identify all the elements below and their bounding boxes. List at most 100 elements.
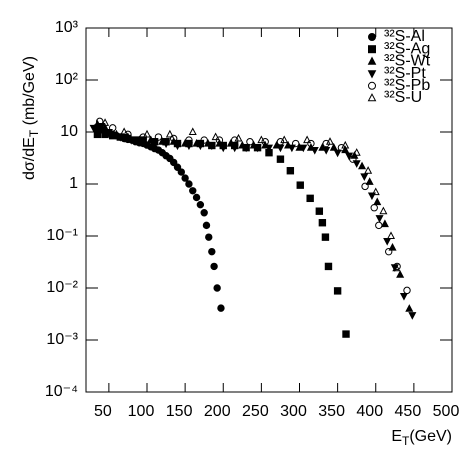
x-label-part: (GeV) xyxy=(409,428,452,445)
data-point xyxy=(89,124,98,133)
data-point xyxy=(196,200,205,209)
legend-label: ³²S-Al xyxy=(384,28,425,45)
y-tick-label: 10² xyxy=(55,71,79,88)
data-point xyxy=(101,123,110,131)
data-point xyxy=(96,117,104,126)
data-point xyxy=(276,155,285,163)
data-point xyxy=(333,287,342,295)
data-point xyxy=(408,312,417,320)
data-point xyxy=(162,140,171,149)
data-point xyxy=(200,209,208,217)
data-point xyxy=(365,177,374,185)
legend-label: ³²S-Ag xyxy=(384,40,430,57)
data-point xyxy=(154,133,163,141)
data-point xyxy=(329,143,338,151)
data-point xyxy=(318,219,327,227)
data-point xyxy=(367,192,376,201)
data-point xyxy=(364,166,373,174)
data-point xyxy=(246,138,254,146)
data-point xyxy=(373,197,382,206)
y-label-sub: T xyxy=(27,129,41,137)
data-point xyxy=(93,130,102,139)
legend-label: ³²S-Pb xyxy=(384,77,430,94)
y-tick-label: 10⁻¹ xyxy=(46,227,78,244)
x-tick-label: 500 xyxy=(433,403,460,420)
x-tick-label: 300 xyxy=(280,403,307,420)
data-point xyxy=(287,144,296,153)
data-point xyxy=(324,262,333,271)
data-point xyxy=(205,233,213,241)
data-point xyxy=(169,158,178,167)
data-point xyxy=(213,284,221,292)
data-point xyxy=(210,262,218,271)
legend-marker xyxy=(368,81,376,90)
data-point xyxy=(357,161,367,170)
x-label-sub: T xyxy=(402,434,410,448)
data-point xyxy=(393,262,401,271)
data-point xyxy=(296,181,304,189)
data-point xyxy=(150,140,159,149)
data-point xyxy=(196,142,205,151)
y-tick-label: 10³ xyxy=(55,19,79,36)
y-axis-label: dσ/dET (mb/GeV) xyxy=(21,56,41,180)
data-point xyxy=(375,221,383,230)
data-point xyxy=(234,133,243,142)
data-point xyxy=(185,136,193,144)
data-point xyxy=(108,124,117,132)
data-point xyxy=(399,292,408,301)
y-label-part: dσ/dE xyxy=(21,137,38,180)
data-point xyxy=(405,304,414,312)
data-point xyxy=(371,187,380,196)
data-point xyxy=(291,139,300,148)
legend-marker xyxy=(368,45,376,54)
x-label-part: E xyxy=(391,428,402,445)
x-tick-label: 250 xyxy=(242,403,269,420)
y-tick-label: 10⁻⁴ xyxy=(45,383,78,400)
data-point xyxy=(388,242,397,251)
data-point xyxy=(192,193,201,202)
x-tick-label: 200 xyxy=(204,403,231,420)
data-point xyxy=(352,148,361,156)
data-point xyxy=(217,304,225,312)
data-point xyxy=(185,180,193,188)
data-point xyxy=(242,144,251,153)
data-point xyxy=(226,138,235,147)
y-tick-label: 10 xyxy=(60,123,78,140)
data-point xyxy=(276,138,285,146)
data-point xyxy=(189,187,197,195)
data-point xyxy=(396,270,405,278)
data-point xyxy=(345,152,354,161)
data-point xyxy=(116,133,125,142)
data-point xyxy=(315,207,324,215)
data-point xyxy=(383,237,392,246)
data-point xyxy=(361,182,369,191)
data-point xyxy=(341,140,350,149)
data-point xyxy=(375,215,384,223)
legend-marker xyxy=(367,70,377,79)
data-point xyxy=(253,144,262,153)
y-label-part: (mb/GeV) xyxy=(21,56,38,130)
data-point xyxy=(261,138,269,146)
data-point xyxy=(333,149,342,158)
data-point xyxy=(322,146,331,155)
data-point xyxy=(207,142,216,151)
data-point xyxy=(322,139,330,148)
data-point xyxy=(142,129,152,138)
data-point xyxy=(139,138,148,147)
x-axis-label: ET(GeV) xyxy=(391,428,452,448)
data-point xyxy=(379,206,388,215)
data-point xyxy=(342,330,350,338)
data-point xyxy=(310,146,319,155)
x-tick-label: 400 xyxy=(356,403,383,420)
data-point xyxy=(219,144,228,153)
x-tick-label: 50 xyxy=(94,403,112,420)
legend-label: ³²S-Pt xyxy=(384,65,426,82)
data-point xyxy=(173,163,182,171)
data-point xyxy=(307,139,315,148)
data-point xyxy=(341,145,350,154)
y-tick-label: 1 xyxy=(69,175,78,192)
legend-label: ³²S-U xyxy=(384,89,422,106)
data-point xyxy=(325,137,335,145)
data-point xyxy=(200,136,208,144)
